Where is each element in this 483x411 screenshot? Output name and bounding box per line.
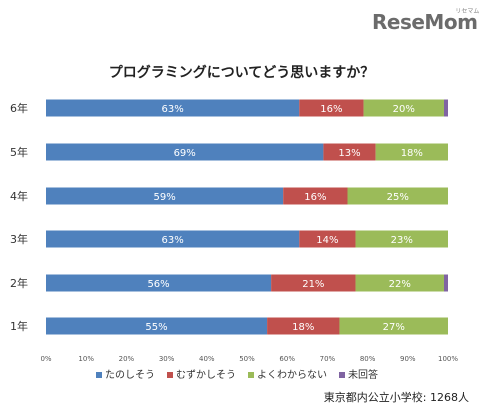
x-tick-label: 50% <box>239 355 255 363</box>
x-tick-label: 100% <box>438 355 458 363</box>
bar-segment <box>267 317 340 335</box>
data-label: 14% <box>316 235 338 246</box>
x-tick-label: 90% <box>400 355 416 363</box>
x-tick-label: 10% <box>78 355 94 363</box>
category-label: 5年 <box>10 145 28 159</box>
bar-segment <box>347 187 448 205</box>
x-tick-label: 0% <box>40 355 51 363</box>
x-tick-label: 40% <box>199 355 215 363</box>
data-label: 13% <box>338 148 360 159</box>
category-label: 1年 <box>10 319 28 333</box>
bar-segment <box>375 143 448 161</box>
x-tick-label: 20% <box>119 355 135 363</box>
data-label: 18% <box>292 322 314 333</box>
logo-subtext: リセマム <box>455 8 480 15</box>
legend-swatch <box>339 372 345 378</box>
data-label: 18% <box>401 148 423 159</box>
x-tick-label: 60% <box>279 355 295 363</box>
bar-segment <box>46 187 284 205</box>
data-label: 22% <box>389 279 411 290</box>
bar-segment <box>46 99 300 117</box>
bar-segment <box>323 143 376 161</box>
bar-segment <box>363 99 444 117</box>
x-tick-label: 30% <box>159 355 175 363</box>
bar-segment <box>46 317 268 335</box>
category-label: 3年 <box>10 232 28 246</box>
data-label: 21% <box>302 279 324 290</box>
bar-segment <box>443 274 448 292</box>
bar-segment <box>46 143 324 161</box>
data-label: 16% <box>304 192 326 203</box>
data-label: 55% <box>145 322 167 333</box>
data-label: 25% <box>387 192 409 203</box>
bar-segment <box>355 274 444 292</box>
bar-segment <box>299 230 356 248</box>
bar-segment <box>339 317 448 335</box>
category-label: 2年 <box>10 276 28 290</box>
bar-segment <box>283 187 348 205</box>
data-label: 27% <box>383 322 405 333</box>
logo-text: ReseMom <box>372 10 478 34</box>
category-label: 4年 <box>10 189 28 203</box>
data-label: 63% <box>162 235 184 246</box>
bar-segment <box>271 274 356 292</box>
x-tick-label: 80% <box>360 355 376 363</box>
bar-segment <box>46 274 272 292</box>
legend-label: よくわからない <box>257 369 327 381</box>
chart-title: プログラミングについてどう思いますか？ <box>108 65 375 81</box>
category-label: 6年 <box>10 101 28 115</box>
data-label: 16% <box>320 104 342 115</box>
legend-label: むずかしそう <box>176 369 236 381</box>
legend-swatch <box>167 372 173 378</box>
legend-swatch <box>96 372 102 378</box>
data-label: 59% <box>153 192 175 203</box>
resemom-logo: ReseMom リセマム <box>372 8 479 34</box>
data-label: 23% <box>391 235 413 246</box>
legend-label: たのしそう <box>105 369 155 381</box>
bar-segment <box>46 230 300 248</box>
legend-label: 未回答 <box>348 368 378 381</box>
bar-segment <box>355 230 448 248</box>
bar-segment <box>299 99 364 117</box>
data-label: 63% <box>162 104 184 115</box>
data-label: 56% <box>147 279 169 290</box>
data-label: 20% <box>393 104 415 115</box>
legend-swatch <box>248 372 254 378</box>
x-tick-label: 70% <box>320 355 336 363</box>
data-label: 69% <box>174 148 196 159</box>
source-note: 東京都内公立小学校: 1268人 <box>323 391 469 404</box>
bar-segment <box>443 99 448 117</box>
